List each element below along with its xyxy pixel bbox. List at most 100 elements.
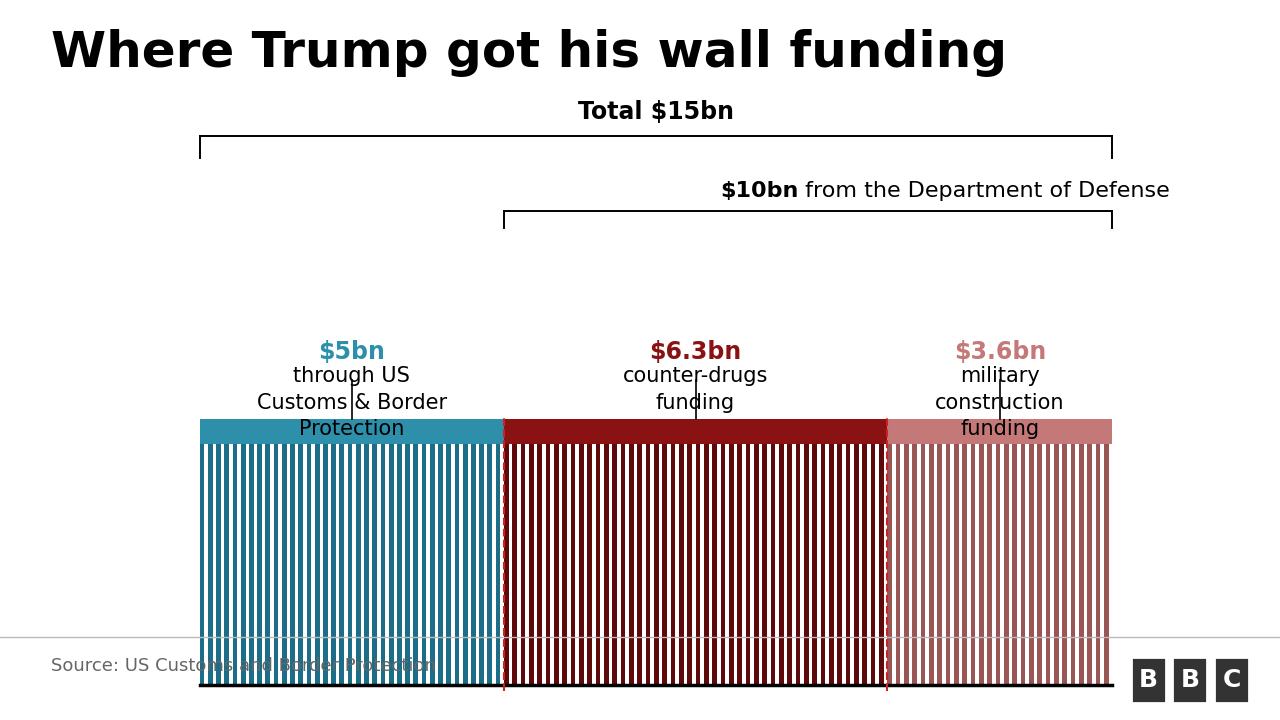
Bar (595, 444, 600, 685)
Bar (621, 444, 626, 685)
Bar (352, 444, 356, 685)
Bar (643, 444, 645, 685)
Bar (246, 444, 250, 685)
Bar (463, 444, 467, 685)
Bar (634, 444, 637, 685)
Bar (406, 444, 410, 685)
Bar (854, 444, 859, 685)
Bar (968, 444, 970, 685)
Bar (525, 444, 529, 685)
Bar (364, 444, 369, 685)
Bar (402, 444, 406, 685)
Bar (826, 444, 829, 685)
Bar (712, 444, 717, 685)
Bar (709, 444, 712, 685)
Bar (684, 444, 687, 685)
Bar (704, 444, 709, 685)
Bar (500, 444, 504, 685)
Bar (963, 444, 968, 685)
Bar (224, 444, 229, 685)
Bar (207, 444, 212, 685)
Bar (571, 444, 576, 685)
Bar (996, 444, 1001, 685)
Bar (541, 444, 545, 685)
Bar (1068, 444, 1070, 685)
Bar (369, 444, 372, 685)
Bar (534, 444, 538, 685)
Bar (1012, 444, 1018, 685)
Bar (200, 444, 504, 685)
Bar (745, 444, 750, 685)
Bar (1108, 444, 1112, 685)
Bar (979, 444, 984, 685)
Bar (567, 444, 571, 685)
Bar (339, 444, 344, 685)
Bar (332, 444, 337, 685)
Bar (687, 444, 692, 685)
Bar (617, 444, 621, 685)
Bar (1034, 444, 1037, 685)
Bar (579, 444, 584, 685)
Bar (913, 444, 916, 685)
Bar (200, 444, 205, 685)
Bar (1087, 444, 1092, 685)
Bar (987, 444, 992, 685)
Bar (508, 444, 512, 685)
Bar (559, 444, 562, 685)
Bar (550, 444, 554, 685)
Bar (307, 444, 311, 685)
Bar (876, 444, 879, 685)
Bar (1025, 444, 1029, 685)
Bar (274, 444, 279, 685)
Bar (1001, 444, 1004, 685)
Bar (205, 444, 207, 685)
Bar (421, 444, 426, 685)
Bar (315, 444, 320, 685)
Bar (809, 444, 813, 685)
Bar (493, 444, 495, 685)
Bar (287, 444, 291, 685)
Bar (951, 444, 954, 685)
Bar (846, 444, 850, 685)
Text: through US
Customs & Border
Protection: through US Customs & Border Protection (257, 366, 447, 439)
Bar (1059, 444, 1062, 685)
Bar (265, 444, 270, 685)
Bar (609, 444, 612, 685)
Bar (879, 444, 883, 685)
Bar (467, 444, 471, 685)
Bar (695, 444, 700, 685)
Bar (257, 444, 262, 685)
Bar (887, 444, 1112, 685)
Bar (896, 444, 900, 685)
Bar (216, 444, 221, 685)
Bar (813, 444, 817, 685)
Bar (554, 444, 559, 685)
Bar (1062, 444, 1068, 685)
Bar (1051, 444, 1053, 685)
Bar (883, 444, 887, 685)
Bar (419, 444, 421, 685)
Bar (241, 444, 246, 685)
Bar (476, 444, 479, 685)
Bar (676, 444, 678, 685)
Bar (942, 444, 946, 685)
Bar (460, 444, 463, 685)
Bar (212, 444, 216, 685)
Text: Source: US Customs and Border Protection: Source: US Customs and Border Protection (51, 657, 436, 675)
Bar (471, 444, 476, 685)
Bar (279, 444, 282, 685)
Bar (348, 444, 352, 685)
Bar (576, 444, 579, 685)
Bar (604, 444, 609, 685)
Bar (1103, 444, 1108, 685)
Bar (372, 444, 378, 685)
Bar (529, 444, 534, 685)
Bar (438, 444, 443, 685)
Bar (378, 444, 380, 685)
Bar (937, 444, 942, 685)
Bar (328, 444, 332, 685)
Text: B: B (1180, 668, 1199, 692)
Bar (792, 444, 796, 685)
Bar (776, 444, 778, 685)
Bar (270, 444, 274, 685)
